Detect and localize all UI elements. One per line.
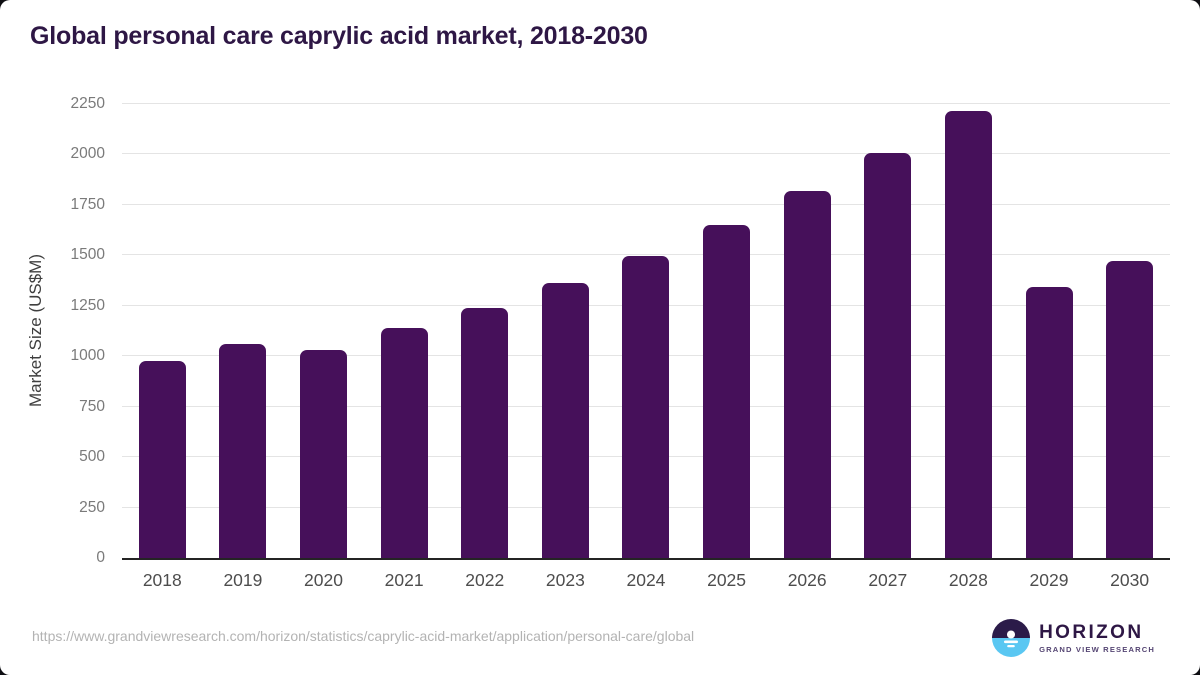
logo-subbrand-text: GRAND VIEW RESEARCH: [1039, 644, 1155, 654]
y-tick-250: 250: [79, 498, 105, 516]
bar-slot-2019: [203, 104, 284, 558]
bar-2030[interactable]: [1106, 261, 1154, 558]
x-label-2024: 2024: [626, 570, 666, 590]
logo-text: HORIZON GRAND VIEW RESEARCH: [1039, 621, 1155, 654]
x-label-2028: 2028: [948, 570, 988, 590]
bar-2022[interactable]: [461, 308, 509, 558]
y-tick-500: 500: [79, 448, 105, 466]
bar-2021[interactable]: [380, 328, 428, 558]
gridline-2000: [122, 153, 1170, 155]
bar-2025[interactable]: [703, 225, 751, 558]
bar-slot-2021: [364, 104, 445, 558]
bar-slot-2028: [928, 104, 1009, 558]
y-tick-1500: 1500: [70, 246, 105, 264]
y-tick-1250: 1250: [70, 296, 105, 314]
horizon-sunset-icon: [992, 619, 1031, 657]
y-tick-1000: 1000: [70, 347, 105, 365]
x-label-2021: 2021: [384, 570, 424, 590]
x-label-2022: 2022: [465, 570, 505, 590]
bar-2026[interactable]: [783, 191, 831, 558]
horizon-logo: HORIZON GRAND VIEW RESEARCH: [992, 619, 1155, 657]
x-label-2027: 2027: [868, 570, 908, 590]
plot-area: [122, 103, 1170, 560]
bar-slot-2020: [283, 104, 364, 558]
bar-2028[interactable]: [944, 111, 992, 558]
bar-slot-2025: [686, 104, 767, 558]
bar-2029[interactable]: [1025, 287, 1073, 558]
chart-title: Global personal care caprylic acid marke…: [30, 22, 648, 50]
y-tick-1750: 1750: [70, 195, 105, 213]
bar-slot-2023: [525, 104, 606, 558]
x-label-2030: 2030: [1110, 570, 1150, 590]
bar-slot-2018: [122, 104, 203, 558]
bar-slot-2024: [606, 104, 687, 558]
x-label-2018: 2018: [142, 570, 182, 590]
bar-2023[interactable]: [541, 283, 589, 558]
bar-series: [122, 104, 1170, 558]
gridline-1500: [122, 254, 1170, 256]
gridline-1750: [122, 203, 1170, 205]
y-tick-750: 750: [79, 397, 105, 415]
bar-slot-2029: [1009, 104, 1090, 558]
x-label-2019: 2019: [223, 570, 263, 590]
logo-brand-text: HORIZON: [1039, 621, 1144, 643]
x-label-2029: 2029: [1029, 570, 1069, 590]
bar-2024[interactable]: [622, 256, 670, 558]
y-axis-tick-labels: 0 250 500 750 1000 1250 1500 1750 2000 2250: [0, 95, 112, 566]
gridline-2250: [122, 103, 1170, 104]
y-tick-0: 0: [96, 549, 105, 566]
bar-slot-2026: [767, 104, 848, 558]
bar-2018[interactable]: [138, 360, 186, 558]
bar-slot-2027: [847, 104, 928, 558]
y-tick-2250: 2250: [70, 95, 105, 112]
x-axis-labels: 2018 2019 2020 2021 2022 2023 2024 2025 2026 2027…: [122, 562, 1170, 591]
bar-2019[interactable]: [219, 344, 267, 558]
bar-slot-2030: [1089, 104, 1170, 558]
bar-2027[interactable]: [864, 153, 912, 558]
source-url: https://www.grandviewresearch.com/horizo…: [32, 628, 695, 644]
y-tick-2000: 2000: [70, 145, 105, 163]
bar-slot-2022: [444, 104, 525, 558]
bar-2020[interactable]: [300, 349, 348, 558]
x-label-2026: 2026: [787, 570, 827, 590]
x-label-2025: 2025: [707, 570, 747, 590]
x-label-2020: 2020: [304, 570, 343, 590]
x-label-2023: 2023: [545, 570, 585, 590]
